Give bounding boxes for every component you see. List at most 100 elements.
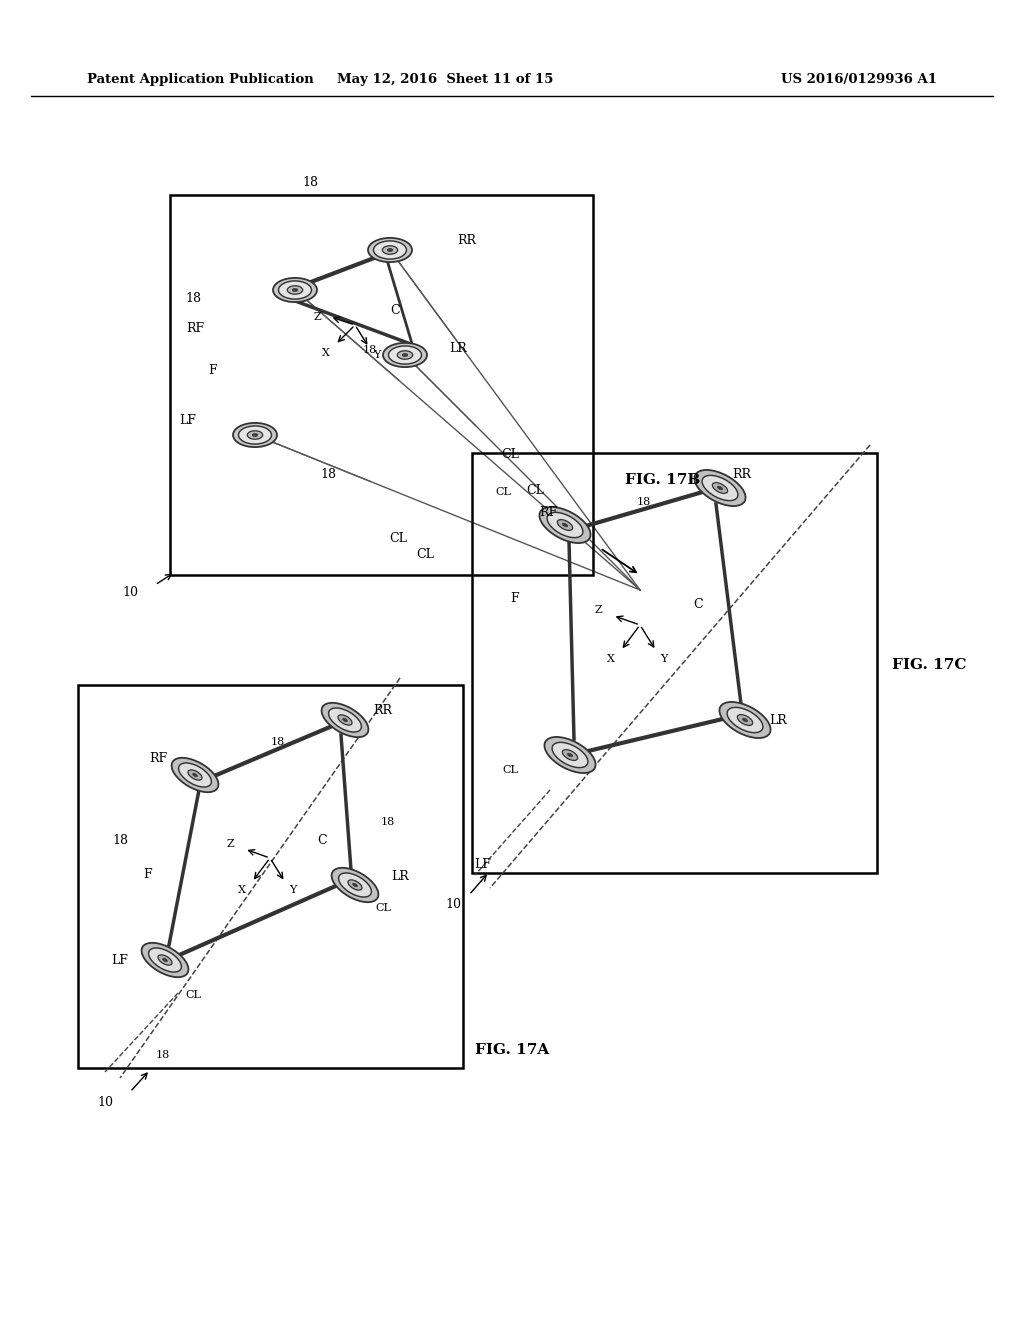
Text: 10: 10	[97, 1096, 113, 1109]
Ellipse shape	[343, 718, 347, 722]
Ellipse shape	[387, 248, 393, 252]
Text: CL: CL	[416, 549, 434, 561]
Ellipse shape	[339, 873, 372, 898]
Ellipse shape	[163, 958, 167, 962]
Text: 18: 18	[185, 292, 201, 305]
Text: 18: 18	[381, 817, 395, 828]
Text: 18: 18	[156, 1049, 170, 1060]
Ellipse shape	[382, 246, 397, 255]
Text: CL: CL	[389, 532, 407, 544]
Text: May 12, 2016  Sheet 11 of 15: May 12, 2016 Sheet 11 of 15	[337, 73, 554, 86]
Ellipse shape	[540, 507, 591, 543]
Text: CL: CL	[526, 483, 544, 496]
Ellipse shape	[742, 718, 748, 722]
Text: CL: CL	[375, 903, 391, 913]
Text: CL: CL	[495, 487, 511, 498]
Text: C: C	[693, 598, 702, 611]
Ellipse shape	[332, 867, 379, 902]
Text: CL: CL	[502, 766, 518, 775]
Text: X: X	[322, 347, 330, 358]
Ellipse shape	[193, 774, 198, 776]
Text: 10: 10	[445, 899, 461, 912]
Text: 18: 18	[362, 345, 377, 355]
Text: X: X	[607, 653, 614, 664]
Text: RR: RR	[374, 704, 392, 717]
Text: F: F	[209, 363, 217, 376]
Ellipse shape	[178, 763, 211, 787]
Text: 18: 18	[302, 176, 318, 189]
Text: F: F	[511, 591, 519, 605]
Ellipse shape	[557, 520, 572, 531]
Ellipse shape	[694, 470, 745, 506]
Text: LF: LF	[179, 413, 197, 426]
Text: Z: Z	[594, 606, 602, 615]
Ellipse shape	[288, 285, 303, 294]
Text: Z: Z	[226, 840, 233, 849]
Text: LR: LR	[769, 714, 786, 726]
Ellipse shape	[402, 354, 408, 356]
Ellipse shape	[188, 770, 202, 780]
Text: Y: Y	[290, 884, 297, 895]
Ellipse shape	[368, 238, 412, 263]
Ellipse shape	[388, 346, 422, 364]
Text: RF: RF	[148, 751, 167, 764]
Text: 18: 18	[637, 498, 651, 507]
Text: FIG. 17A: FIG. 17A	[475, 1043, 549, 1057]
Text: CL: CL	[501, 449, 519, 462]
Text: CL: CL	[185, 990, 201, 1001]
Ellipse shape	[713, 483, 728, 494]
Text: X: X	[238, 884, 246, 895]
Ellipse shape	[383, 343, 427, 367]
Ellipse shape	[233, 422, 278, 447]
Ellipse shape	[727, 708, 763, 733]
Text: Y: Y	[660, 653, 668, 664]
Ellipse shape	[567, 754, 572, 756]
Text: RR: RR	[458, 234, 476, 247]
Text: LF: LF	[474, 858, 492, 871]
Ellipse shape	[292, 289, 298, 292]
Text: Z: Z	[313, 312, 321, 322]
Ellipse shape	[322, 702, 369, 737]
Ellipse shape	[279, 281, 311, 300]
Ellipse shape	[239, 426, 271, 444]
Ellipse shape	[545, 737, 596, 774]
Text: F: F	[143, 869, 153, 882]
Text: Y: Y	[374, 350, 381, 360]
Ellipse shape	[141, 942, 188, 977]
Ellipse shape	[547, 512, 583, 537]
Ellipse shape	[338, 715, 352, 725]
Text: FIG. 17B: FIG. 17B	[625, 473, 700, 487]
Text: 18: 18	[271, 737, 285, 747]
Text: RR: RR	[732, 467, 752, 480]
Text: RF: RF	[186, 322, 204, 334]
Ellipse shape	[718, 486, 723, 490]
Text: C: C	[317, 833, 327, 846]
Text: C: C	[390, 304, 399, 317]
Text: 10: 10	[122, 586, 138, 599]
Text: LF: LF	[112, 953, 128, 966]
Ellipse shape	[562, 523, 567, 527]
Text: US 2016/0129936 A1: US 2016/0129936 A1	[781, 73, 937, 86]
Text: 18: 18	[112, 833, 128, 846]
Ellipse shape	[374, 242, 407, 259]
Ellipse shape	[352, 883, 357, 887]
Ellipse shape	[702, 475, 738, 500]
Text: RF: RF	[539, 506, 557, 519]
Text: FIG. 17C: FIG. 17C	[892, 657, 967, 672]
Ellipse shape	[397, 351, 413, 359]
Ellipse shape	[329, 708, 361, 733]
Text: LR: LR	[450, 342, 467, 355]
Text: Patent Application Publication: Patent Application Publication	[87, 73, 313, 86]
Text: 18: 18	[319, 469, 336, 482]
Ellipse shape	[172, 758, 218, 792]
Ellipse shape	[273, 279, 317, 302]
Ellipse shape	[552, 742, 588, 768]
Ellipse shape	[348, 880, 362, 890]
Ellipse shape	[720, 702, 771, 738]
Ellipse shape	[737, 714, 753, 726]
Ellipse shape	[148, 948, 181, 972]
Ellipse shape	[562, 750, 578, 760]
Ellipse shape	[248, 430, 263, 440]
Text: LR: LR	[391, 870, 409, 883]
Ellipse shape	[158, 954, 172, 965]
